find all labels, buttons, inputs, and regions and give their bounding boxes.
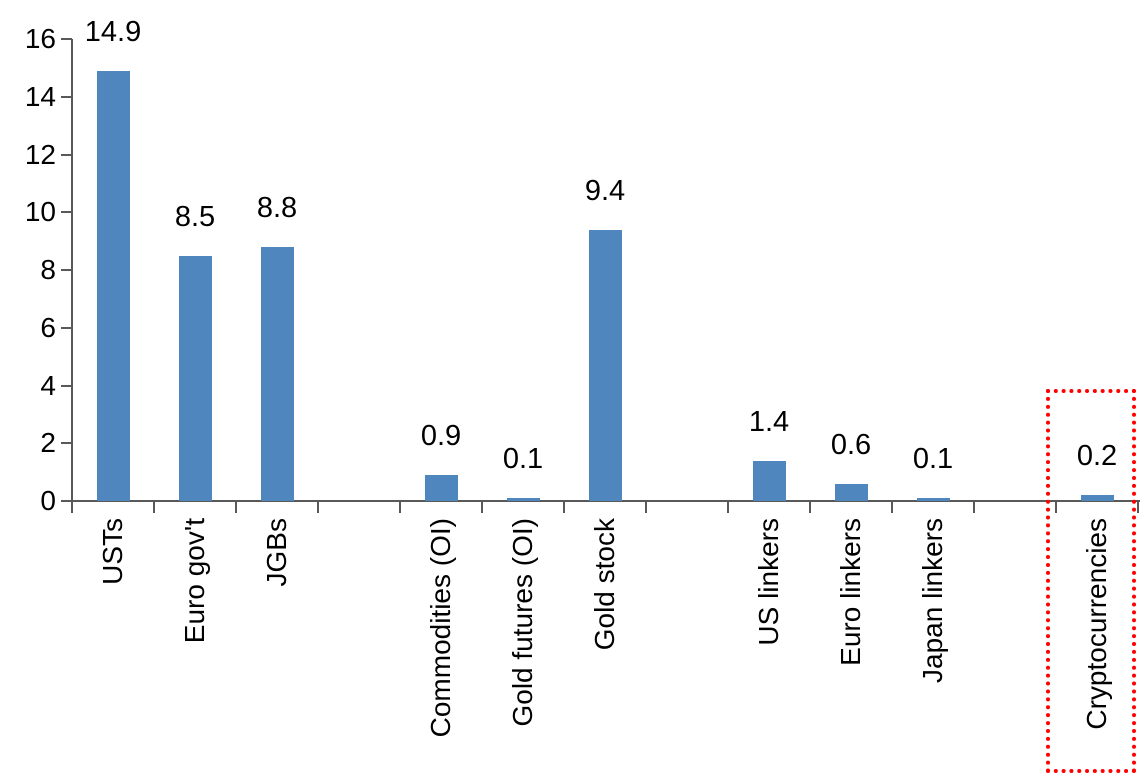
x-category-label: Gold futures (OI)	[507, 518, 538, 727]
y-tick-label: 2	[40, 427, 56, 459]
x-tick	[891, 500, 893, 513]
bar	[588, 230, 622, 501]
bar-value-label: 0.2	[1076, 440, 1118, 472]
bar	[506, 498, 540, 501]
y-tick-label: 0	[40, 485, 56, 516]
x-tick	[809, 500, 811, 513]
y-tick-label: 14	[24, 80, 56, 112]
y-tick	[61, 326, 72, 329]
x-category-label: Euro gov't	[179, 518, 210, 644]
x-tick	[727, 500, 729, 513]
bar-value-label: 8.5	[174, 201, 216, 233]
y-tick	[61, 95, 72, 98]
x-tick	[71, 500, 73, 513]
highlight-box	[1046, 389, 1136, 773]
bar-value-label: 0.9	[420, 420, 462, 452]
x-category-label: USTs	[97, 518, 128, 585]
y-tick-label: 8	[40, 254, 56, 285]
bar	[1080, 495, 1114, 501]
bar	[178, 256, 212, 501]
y-tick	[61, 38, 72, 40]
y-tick	[61, 442, 72, 445]
x-tick	[1137, 500, 1139, 513]
x-category-label: US linkers	[753, 518, 784, 646]
y-tick-label: 6	[40, 311, 56, 343]
y-tick	[61, 384, 72, 387]
x-tick	[563, 500, 565, 513]
x-category-label: Commodities (OI)	[425, 518, 456, 738]
y-tick	[61, 500, 72, 502]
bar	[260, 247, 294, 501]
x-tick	[1055, 500, 1057, 513]
y-tick	[61, 153, 72, 156]
y-tick-label: 4	[40, 369, 56, 401]
y-tick	[61, 211, 72, 214]
x-tick	[399, 500, 401, 513]
x-tick	[317, 500, 319, 513]
x-category-label: Gold stock	[589, 518, 620, 651]
y-tick-label: 12	[24, 138, 56, 170]
bar	[834, 484, 868, 501]
x-tick	[973, 500, 975, 513]
bar	[96, 71, 130, 501]
y-tick-label: 16	[24, 23, 56, 54]
x-tick	[645, 500, 647, 513]
x-category-label: Euro linkers	[835, 518, 866, 666]
x-axis-line	[71, 500, 1140, 502]
bar-value-label: 9.4	[584, 175, 626, 207]
bar-value-label: 8.8	[256, 192, 298, 224]
x-tick	[153, 500, 155, 513]
bar	[916, 498, 950, 501]
bar-value-label: 0.6	[830, 429, 872, 461]
y-tick-label: 10	[24, 196, 56, 228]
x-category-label: JGBs	[261, 518, 292, 587]
x-tick	[235, 500, 237, 513]
bar-value-label: 0.1	[502, 443, 544, 475]
x-tick	[481, 500, 483, 513]
bar-value-label: 0.1	[912, 443, 954, 475]
bar	[424, 475, 458, 501]
x-category-label: Japan linkers	[917, 518, 948, 683]
bar	[752, 461, 786, 501]
y-tick	[61, 269, 72, 271]
bar-value-label: 14.9	[84, 16, 142, 48]
y-axis-line	[71, 39, 73, 502]
bar-value-label: 1.4	[748, 406, 790, 438]
